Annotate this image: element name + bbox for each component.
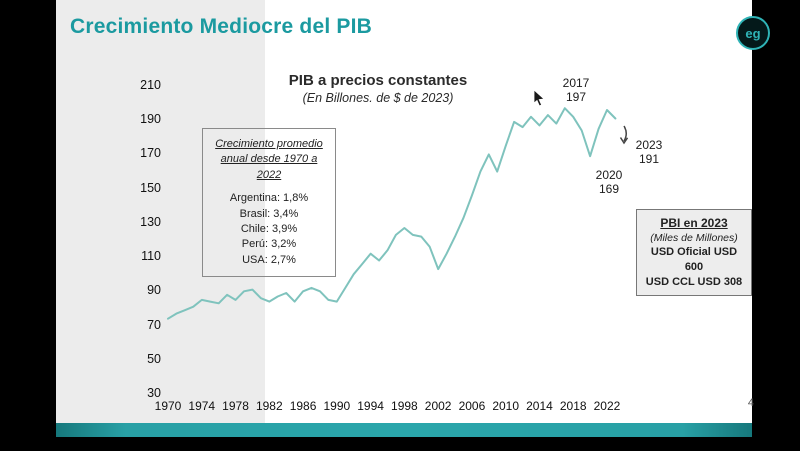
x-axis-tick-label: 1986: [289, 399, 317, 413]
annotation-2023-value: 191: [638, 152, 660, 167]
mouse-cursor-icon: [533, 90, 545, 107]
pbi-box-subheading: (Miles de Millones): [650, 232, 738, 245]
annotation-2017-value: 197: [565, 90, 587, 105]
x-axis-tick-label: 2018: [559, 399, 587, 413]
x-axis-tick-label: 1994: [357, 399, 384, 413]
y-axis-tick-label: 70: [147, 317, 161, 332]
right-letterbox-bar: [752, 0, 800, 451]
slide-title: Crecimiento Mediocre del PIB: [70, 15, 373, 38]
annotation-2023-last: 2023 191: [628, 138, 670, 167]
growth-averages-box: Crecimiento promedio anual desde 1970 a …: [202, 128, 336, 278]
bottom-letterbox-bar: [0, 437, 800, 451]
x-axis-tick-label: 1998: [391, 399, 418, 413]
x-axis-tick-label: 2006: [458, 399, 486, 413]
growth-item-brasil: Brasil: 3,4%: [239, 207, 299, 220]
x-axis-tick-label: 1974: [188, 399, 216, 413]
eg-logo-text: eg: [745, 25, 761, 41]
growth-box-heading-line1: Crecimiento promedio: [215, 138, 323, 150]
growth-item-peru: Perú: 3,2%: [241, 238, 297, 251]
annotation-2023-year: 2023: [635, 138, 663, 152]
y-axis-tick-label: 210: [140, 78, 161, 92]
pbi-usd-oficial: USD Oficial USD 600: [650, 246, 738, 274]
page-number: 4: [747, 397, 754, 409]
x-axis-tick-label: 1970: [154, 399, 182, 413]
y-axis-tick-label: 150: [140, 180, 161, 195]
x-axis-tick-label: 2010: [492, 399, 520, 413]
growth-box-heading-line2: anual desde 1970 a 2022: [220, 153, 318, 181]
annotation-2020-year: 2020: [595, 168, 623, 182]
x-axis-tick-label: 2014: [526, 399, 553, 413]
growth-item-chile: Chile: 3,9%: [240, 222, 298, 235]
y-axis-tick-label: 130: [140, 214, 161, 229]
annotation-2020-value: 169: [598, 182, 620, 197]
y-axis-tick-label: 30: [147, 385, 161, 400]
pbi-usd-ccl: USD CCL USD 308: [645, 276, 743, 289]
left-letterbox-bar: [0, 0, 56, 451]
pbi-2023-box: PBI en 2023 (Miles de Millones) USD Ofic…: [636, 209, 752, 296]
y-axis-tick-label: 110: [141, 249, 161, 264]
annotation-2020-dip: 2020 169: [586, 168, 632, 197]
y-axis-tick-label: 50: [147, 351, 161, 366]
eg-logo: eg: [736, 16, 770, 50]
x-axis: 1970 1974 1978 1982 1986 1990 1994 1998 2002 2006…: [0, 399, 800, 415]
y-axis-tick-label: 170: [140, 146, 161, 161]
bottom-accent-bar: [56, 423, 752, 437]
x-axis-tick-label: 1982: [255, 399, 283, 413]
growth-item-argentina: Argentina: 1,8%: [229, 192, 309, 205]
growth-box-heading: Crecimiento promedio anual desde 1970 a …: [210, 137, 328, 183]
pbi-box-heading: PBI en 2023: [660, 216, 728, 230]
annotation-2017-year: 2017: [562, 76, 590, 90]
x-axis-tick-label: 1978: [222, 399, 249, 413]
x-axis-tick-label: 2002: [424, 399, 452, 413]
y-axis-tick-label: 190: [140, 112, 161, 127]
growth-item-usa: USA: 2,7%: [242, 253, 296, 266]
chart-subtitle: (En Billones. de $ de 2023): [302, 91, 454, 105]
y-axis-tick-label: 90: [147, 283, 161, 298]
annotation-2017-peak: 2017 197: [553, 76, 599, 105]
x-axis-tick-label: 1990: [323, 399, 351, 413]
chart-title: PIB a precios constantes: [288, 72, 468, 89]
x-axis-tick-label: 2022: [593, 399, 621, 413]
